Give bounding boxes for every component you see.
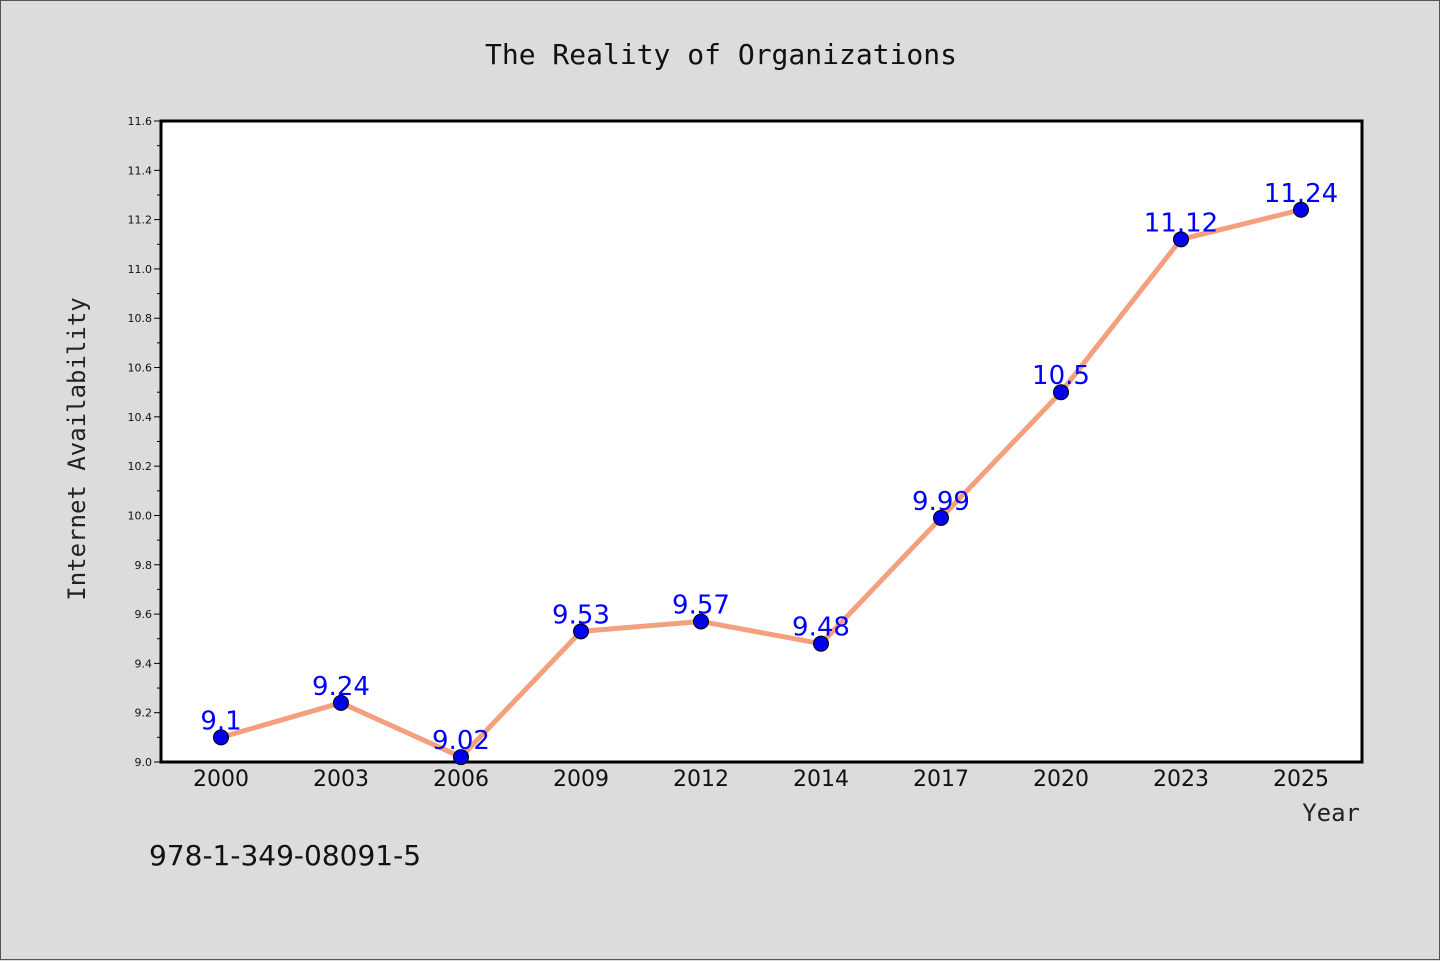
plot-area: [159, 119, 1364, 764]
data-label: 11.12: [1144, 208, 1218, 238]
y-tick-label: 9.4: [135, 657, 153, 670]
x-tick-label: 2025: [1273, 767, 1329, 792]
data-point: [1173, 231, 1189, 248]
data-point: [1293, 201, 1309, 218]
data-point: [573, 623, 589, 640]
y-tick-label: 9.0: [135, 756, 153, 769]
x-tick-label: 2023: [1153, 767, 1209, 792]
data-point: [333, 694, 349, 711]
x-tick-label: 2012: [673, 767, 729, 792]
data-label: 11.24: [1264, 179, 1338, 209]
data-point: [813, 635, 829, 652]
data-point: [693, 613, 709, 630]
y-tick-label: 10.6: [128, 362, 153, 375]
y-tick-label: 9.8: [135, 559, 153, 572]
data-label: 9.48: [792, 613, 850, 643]
y-tick-label: 9.2: [135, 707, 153, 720]
isbn-text: 978-1-349-08091-5: [149, 839, 421, 872]
y-axis-label: Internet Availability: [63, 297, 91, 600]
x-tick-label: 2014: [793, 767, 849, 792]
data-label: 9.99: [912, 487, 970, 517]
data-label: 10.5: [1032, 361, 1090, 391]
data-point: [933, 509, 949, 526]
data-label: 9.02: [432, 726, 490, 756]
x-tick-label: 2017: [913, 767, 969, 792]
y-tick-label: 11.4: [128, 164, 153, 177]
x-tick-label: 2006: [433, 767, 489, 792]
y-tick-label: 10.4: [128, 411, 153, 424]
chart-title: The Reality of Organizations: [485, 38, 957, 71]
data-labels: 9.1 9.24 9.02 9.53 9.57 9.48 9.99 10.5 11.12 11.2…: [200, 179, 1338, 756]
x-axis-ticks: 2000 2003 2006 2009 2012 2014 2017 2020 2023 2025: [193, 767, 1329, 792]
x-axis-label: Year: [1302, 799, 1360, 827]
x-tick-label: 2020: [1033, 767, 1089, 792]
data-point: [453, 749, 469, 766]
data-label: 9.57: [672, 590, 730, 620]
y-tick-label: 10.8: [128, 312, 153, 325]
x-tick-label: 2003: [313, 767, 369, 792]
data-label: 9.53: [552, 600, 610, 630]
y-axis-ticks: 9.0 9.2 9.4 9.6 9.8 10.0 10.2 10.4 10.6 10.8 11.0 1…: [128, 115, 161, 769]
y-tick-label: 10.0: [128, 509, 153, 522]
y-tick-label: 11.0: [128, 263, 153, 276]
x-tick-label: 2009: [553, 767, 609, 792]
data-label: 9.1: [200, 706, 241, 736]
data-point: [213, 729, 229, 746]
y-tick-label: 11.2: [128, 214, 153, 227]
y-tick-label: 11.6: [128, 115, 153, 128]
data-point: [1053, 384, 1069, 401]
y-tick-label: 9.6: [135, 608, 153, 621]
data-label: 9.24: [312, 672, 370, 702]
y-tick-label: 10.2: [128, 460, 153, 473]
data-markers: [213, 201, 1309, 766]
x-tick-label: 2000: [193, 767, 249, 792]
series-line: [220, 207, 1302, 760]
